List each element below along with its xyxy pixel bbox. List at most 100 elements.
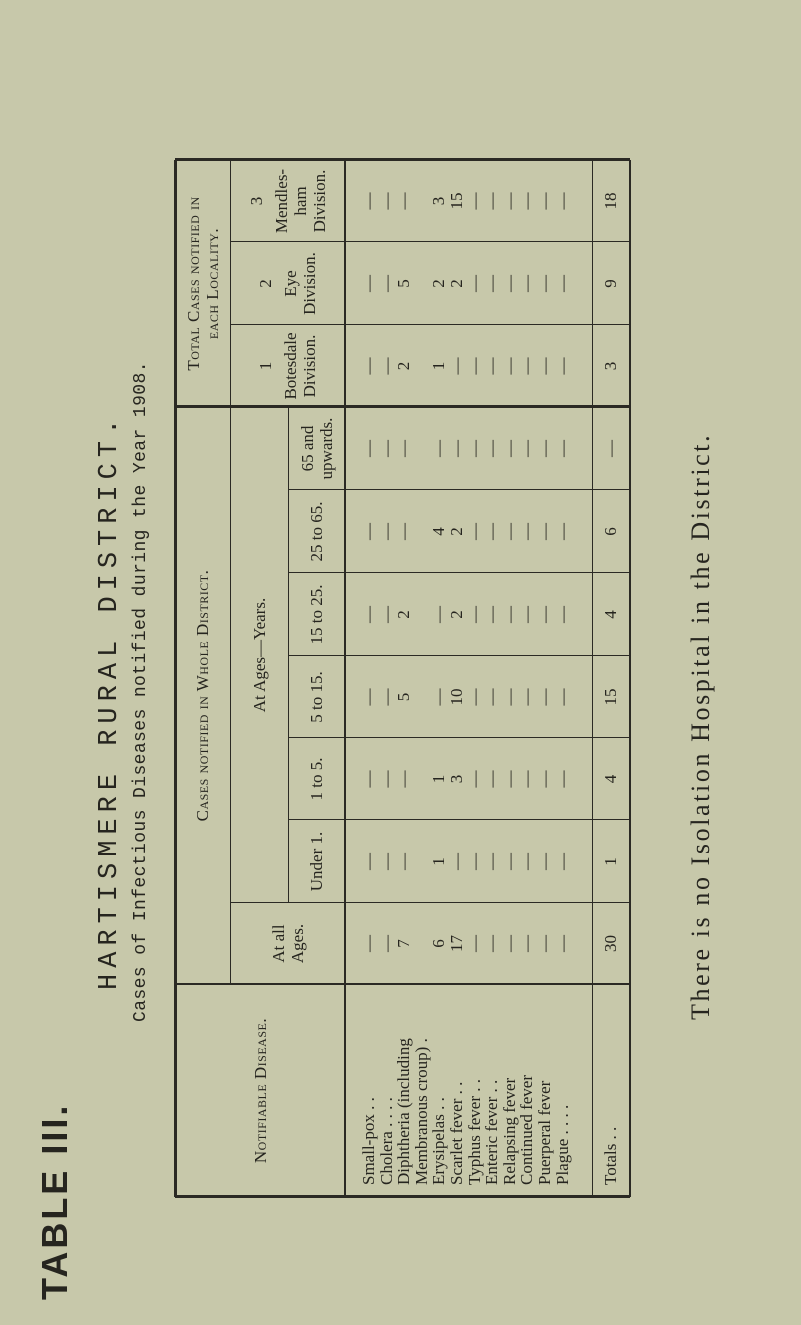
totals-value: 4 bbox=[601, 774, 620, 784]
table-cell-value: — bbox=[535, 853, 554, 870]
disease-name: Cholera . . . . bbox=[376, 1097, 396, 1185]
table-cell-value: — bbox=[517, 440, 537, 457]
table-cell-value: — bbox=[499, 440, 519, 457]
table-cell-value: — bbox=[552, 688, 572, 706]
rule-line bbox=[230, 324, 630, 326]
age-group-header: 15 to 25. bbox=[307, 584, 326, 645]
totals-value: 9 bbox=[601, 279, 620, 288]
age-group-header: 25 to 65. bbox=[307, 501, 326, 562]
totals-value: 30 bbox=[601, 935, 620, 952]
table-cell-value: — bbox=[447, 357, 466, 375]
age-group-header: 5 to 15. bbox=[307, 671, 326, 723]
disease-name: Puerperal fever bbox=[535, 1080, 554, 1185]
table-cell-value: — bbox=[429, 688, 449, 706]
table-cell-value: — bbox=[535, 935, 554, 952]
table-cell-value: — bbox=[517, 770, 537, 788]
table-cell-value: — bbox=[517, 935, 537, 952]
table-cell-value: — bbox=[359, 357, 378, 375]
table-cell-value: 5 bbox=[394, 692, 414, 702]
table-cell-value: 2 bbox=[394, 361, 414, 371]
table-cell-value: — bbox=[376, 440, 396, 457]
rule-line bbox=[288, 572, 630, 574]
table-cell-value: — bbox=[376, 853, 396, 870]
table-cell-value: — bbox=[482, 770, 502, 788]
totals-value: 15 bbox=[601, 688, 620, 706]
table-cell-value: — bbox=[482, 853, 502, 870]
rule-line bbox=[175, 405, 630, 409]
locality-column-header: 1 Botesdale Division. bbox=[230, 325, 345, 407]
rule-line bbox=[288, 489, 630, 491]
locality-column-header: 2 Eye Division. bbox=[230, 242, 345, 325]
table-cell-value: 4 bbox=[429, 527, 449, 536]
table-cell-value: — bbox=[499, 853, 519, 870]
table-cell-value: 7 bbox=[394, 939, 414, 948]
totals-value: — bbox=[601, 440, 620, 457]
table-cell-value: — bbox=[552, 770, 572, 788]
disease-name: Erysipelas . . bbox=[429, 1097, 449, 1185]
table-cell-value: — bbox=[499, 275, 519, 292]
rule-line bbox=[288, 737, 630, 739]
locality-name: Botesdale Division. bbox=[281, 332, 319, 400]
table-cell-value: — bbox=[359, 770, 378, 788]
table-cell-value: — bbox=[482, 523, 502, 540]
table-cell-value: — bbox=[517, 275, 537, 292]
table-cell-value: — bbox=[517, 606, 537, 623]
table-cell-value: — bbox=[359, 935, 378, 952]
rule-line bbox=[173, 160, 177, 1197]
rule-line bbox=[175, 158, 630, 162]
table-cell-value: — bbox=[376, 688, 396, 706]
table-cell-value: — bbox=[464, 357, 484, 375]
table-cell-value: 10 bbox=[447, 688, 466, 706]
whole-district-header: Cases notified in Whole District. bbox=[193, 569, 212, 822]
disease-name: Relapsing fever bbox=[499, 1077, 519, 1185]
table-cell-value: — bbox=[394, 770, 414, 788]
totals-label: Totals . . bbox=[601, 1126, 620, 1185]
table-cell-value: 2 bbox=[447, 527, 466, 536]
table-cell-value: — bbox=[376, 606, 396, 623]
table-cell-value: — bbox=[499, 770, 519, 788]
table-cell-value: — bbox=[464, 192, 484, 210]
locality-number: 1 bbox=[256, 361, 275, 371]
locality-name: Mendles- ham Division. bbox=[271, 168, 329, 234]
table-cell-value: 2 bbox=[394, 610, 414, 619]
table-cell-value: 2 bbox=[447, 610, 466, 619]
table-cell-value: — bbox=[464, 440, 484, 457]
table-cell-value: — bbox=[376, 357, 396, 375]
table-cell-value: — bbox=[499, 935, 519, 952]
table-cell-value: 15 bbox=[447, 192, 466, 210]
rule-line bbox=[230, 241, 630, 243]
table-cell-value: — bbox=[394, 523, 414, 540]
table-cell-value: — bbox=[464, 853, 484, 870]
totals-value: 6 bbox=[601, 527, 620, 536]
table-cell-value: — bbox=[464, 275, 484, 292]
age-group-header: 1 to 5. bbox=[307, 757, 326, 801]
disease-name: Enteric fever . . bbox=[482, 1079, 502, 1185]
table-cell-value: — bbox=[499, 357, 519, 375]
table-cell-value: — bbox=[482, 357, 502, 375]
table-cell-value: — bbox=[376, 770, 396, 788]
locality-header: Total Cases notified in each Locality. bbox=[183, 196, 222, 371]
table-cell-value: — bbox=[499, 606, 519, 623]
disease-name: Diphtheria (including bbox=[394, 1038, 414, 1185]
table-cell-value: — bbox=[517, 523, 537, 540]
table-cell-value: 5 bbox=[394, 279, 414, 288]
locality-number: 3 bbox=[246, 196, 266, 206]
table-cell-value: — bbox=[552, 606, 572, 623]
rule-line bbox=[629, 160, 631, 1197]
table-cell-value: — bbox=[535, 606, 554, 623]
table-cell-value: — bbox=[552, 440, 572, 457]
table-cell-value: 3 bbox=[447, 774, 466, 784]
table-cell-value: — bbox=[359, 192, 378, 210]
rule-line bbox=[175, 1195, 630, 1199]
locality-column-header: 3 Mendles- ham Division. bbox=[230, 160, 345, 242]
table-cell-value: — bbox=[517, 357, 537, 375]
table-cell-value: — bbox=[359, 440, 378, 457]
locality-number: 2 bbox=[256, 279, 275, 288]
table-cell-value: — bbox=[535, 770, 554, 788]
table-cell-value: — bbox=[376, 192, 396, 210]
rule-line bbox=[175, 983, 630, 985]
table-cell-value: — bbox=[499, 523, 519, 540]
table-cell-value: — bbox=[535, 192, 554, 210]
table-cell-value: — bbox=[552, 275, 572, 292]
